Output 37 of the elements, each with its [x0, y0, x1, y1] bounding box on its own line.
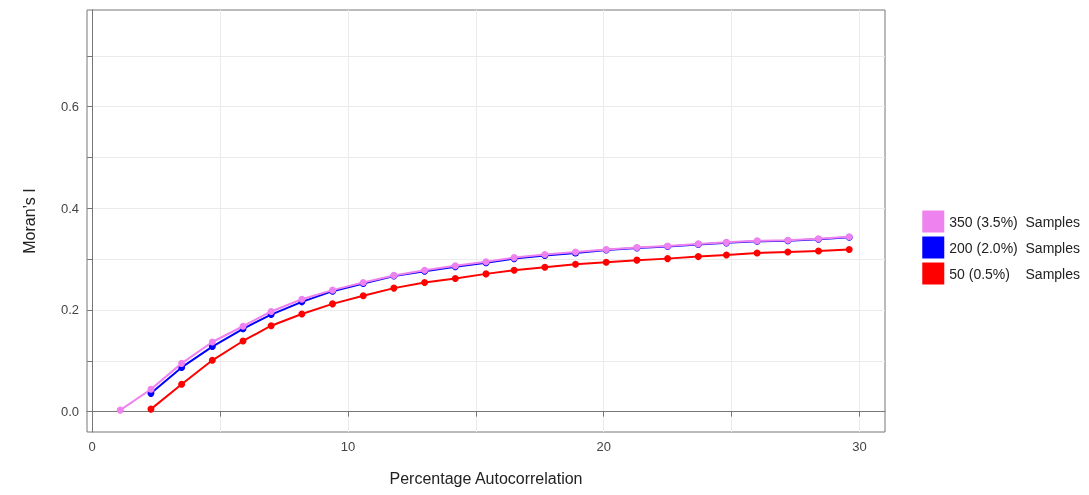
point — [116, 406, 124, 414]
point — [178, 359, 186, 367]
point — [267, 322, 275, 330]
point — [421, 279, 429, 287]
x-axis-title: Percentage Autocorrelation — [389, 469, 583, 487]
point — [208, 338, 216, 346]
point — [147, 385, 155, 393]
point — [572, 260, 580, 268]
point — [178, 380, 186, 388]
point — [602, 258, 610, 266]
point — [694, 253, 702, 261]
x-tick-label: 0 — [88, 439, 96, 454]
point — [633, 256, 641, 264]
point — [815, 247, 822, 255]
x-tick-label: 20 — [596, 439, 611, 454]
y-tick-label: 0.4 — [60, 200, 79, 216]
y-tick-label: 0.6 — [60, 99, 79, 115]
point — [541, 263, 549, 271]
point — [359, 292, 367, 300]
point — [267, 308, 275, 315]
y-tick-label: 0.0 — [60, 404, 79, 420]
y-axis-title: Moran’s I — [20, 188, 38, 254]
point — [208, 356, 216, 364]
legend-label: 350 (3.5%) Samples — [949, 213, 1080, 230]
x-tick-label: 10 — [340, 439, 356, 454]
point — [329, 300, 337, 308]
legend-label: 200 (2.0%) Samples — [949, 239, 1080, 256]
point — [664, 255, 672, 263]
point — [510, 266, 518, 274]
y-tick-label: 0.2 — [60, 302, 79, 318]
x-tick-label: 30 — [852, 439, 867, 454]
point — [451, 274, 459, 282]
point — [298, 310, 306, 318]
legend-label: 50 (0.5%) Samples — [949, 265, 1080, 282]
point — [722, 251, 730, 259]
point — [784, 248, 792, 256]
point — [845, 245, 853, 253]
